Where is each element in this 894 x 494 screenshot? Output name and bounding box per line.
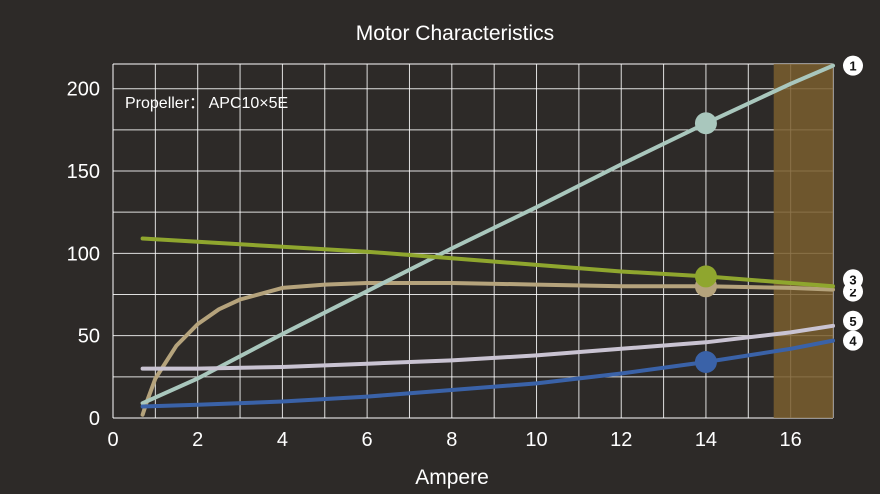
y-tick-label: 0 (89, 408, 100, 430)
series-badge-5 (843, 310, 863, 331)
x-tick-label: 14 (695, 429, 717, 451)
highlight-region (773, 64, 833, 418)
y-tick-label: 100 (67, 243, 100, 265)
window-edge-strip (880, 0, 894, 494)
series-badge-label: 1 (849, 59, 856, 74)
x-tick-label: 6 (362, 429, 373, 451)
propeller-annotation: Propeller： APC10×5E (125, 95, 288, 112)
series-line-3 (140, 236, 835, 289)
series-badge-label: 4 (849, 334, 857, 349)
y-tick-label: 200 (67, 79, 100, 101)
x-tick-label: 12 (610, 429, 632, 451)
series-line-1 (140, 63, 835, 406)
tick-label-layer: 0 2 4 6 8 10 12 14 16 0 50 100 150 200 (67, 79, 802, 451)
series-badge-label: 5 (849, 314, 856, 329)
series-badge-label: 3 (849, 272, 856, 287)
series-badge-3 (843, 269, 863, 290)
highlight-region-layer (773, 64, 833, 418)
series-badge-label: 2 (849, 285, 856, 300)
chart-title: Motor Characteristics (356, 22, 554, 45)
series-marker-4 (694, 351, 717, 374)
x-tick-label: 2 (192, 429, 203, 451)
x-tick-label: 8 (446, 429, 457, 451)
series-marker-3 (694, 265, 717, 288)
series-badge-4 (843, 330, 863, 351)
series-line-4 (140, 338, 835, 409)
series-badge-1 (843, 55, 863, 76)
x-tick-label: 0 (107, 429, 118, 451)
series-layer (140, 63, 835, 417)
marker-layer (694, 112, 717, 374)
y-tick-label: 50 (78, 326, 100, 348)
series-line-2 (140, 281, 835, 417)
x-tick-label: 4 (277, 429, 288, 451)
series-line-5 (140, 323, 835, 371)
x-tick-label: 10 (525, 429, 547, 451)
x-tick-label: 16 (780, 429, 802, 451)
y-tick-label: 150 (67, 161, 100, 183)
series-marker-1 (694, 112, 717, 135)
x-axis-title: Ampere (415, 466, 489, 489)
